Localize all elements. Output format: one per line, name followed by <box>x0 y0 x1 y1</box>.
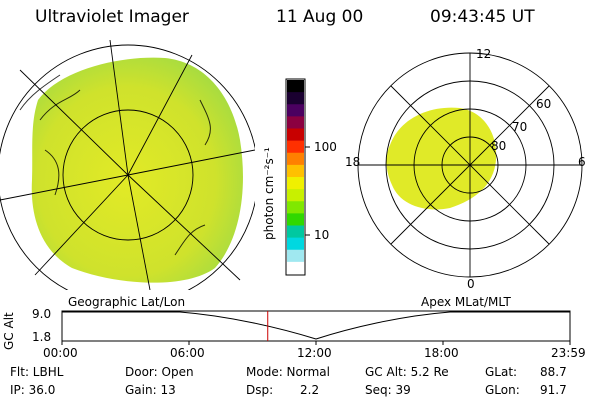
timeline-tick-4: 23:59 <box>551 346 586 360</box>
colorbar-band <box>287 177 304 190</box>
colorbar-band <box>287 92 304 105</box>
ip-info: IP: 36.0 <box>10 383 56 397</box>
gcalt-info: GC Alt: 5.2 Re <box>365 365 449 379</box>
mode-info: Mode: Normal <box>246 365 330 379</box>
colorbar-tick-100: 100 <box>314 140 337 154</box>
mlt-label-0: 0 <box>467 277 475 291</box>
colorbar-band <box>287 189 304 202</box>
colorbar-band <box>287 80 304 93</box>
gain-info: Gain: 13 <box>125 383 176 397</box>
apex-aurora-region <box>386 107 497 210</box>
glon-info-label: GLon: <box>485 383 520 397</box>
instrument-title: Ultraviolet Imager <box>35 7 189 27</box>
mlt-label-6: 6 <box>578 155 586 169</box>
colorbar-band <box>287 116 304 129</box>
colorbar-tick-10: 10 <box>314 228 330 242</box>
glon-info-value: 91.7 <box>540 383 567 397</box>
lat-label-70: 70 <box>512 120 528 134</box>
timeline-plot <box>61 310 571 345</box>
geo-panel-label: Geographic Lat/Lon <box>68 295 186 309</box>
colorbar-band <box>287 152 304 166</box>
mlt-label-12: 12 <box>476 47 492 61</box>
dsp-info-label: Dsp: <box>246 383 274 397</box>
mlt-label-18: 18 <box>345 155 361 169</box>
lat-label-60: 60 <box>536 97 552 111</box>
glat-info-value: 88.7 <box>540 365 567 379</box>
timeline-ymax: 9.0 <box>32 307 52 321</box>
timeline-tick-3: 18:00 <box>424 346 459 360</box>
dsp-info-value: 2.2 <box>300 383 320 397</box>
geo-aurora-region <box>31 57 243 283</box>
colorbar-band <box>287 225 304 239</box>
colorbar-band <box>287 249 304 263</box>
colorbar-band <box>287 201 304 214</box>
glat-info-label: GLat: <box>485 365 518 379</box>
seq-info: Seq: 39 <box>365 383 411 397</box>
timeline-tick-0: 00:00 <box>43 346 78 360</box>
colorbar-unit-label: photon cm⁻²s⁻¹ <box>262 147 276 240</box>
colorbar-band <box>287 213 304 226</box>
colorbar-band <box>287 164 304 178</box>
time-label: 09:43:45 UT <box>430 7 535 27</box>
colorbar-band <box>287 237 304 251</box>
colorbar-band <box>287 261 304 275</box>
colorbar-band <box>287 128 304 142</box>
timeline-tick-2: 12:00 <box>297 346 332 360</box>
geo-grid <box>0 40 255 290</box>
altitude-curve <box>62 311 570 340</box>
apex-panel-label: Apex MLat/MLT <box>421 295 511 309</box>
lat-label-80: 80 <box>491 139 507 153</box>
filter-info: Flt: LBHL <box>10 365 64 379</box>
timeline-ymin: 1.8 <box>32 330 52 344</box>
date-label: 11 Aug 00 <box>276 7 364 27</box>
colorbar-band <box>287 104 304 117</box>
colorbar <box>285 78 310 276</box>
timeline-tick-1: 06:00 <box>170 346 205 360</box>
timeline-ylabel: GC Alt <box>2 312 16 350</box>
apex-polar-plot <box>357 52 583 278</box>
geo-coastline-outlines <box>19 74 211 256</box>
colorbar-band <box>287 140 304 154</box>
door-info: Door: Open <box>125 365 194 379</box>
